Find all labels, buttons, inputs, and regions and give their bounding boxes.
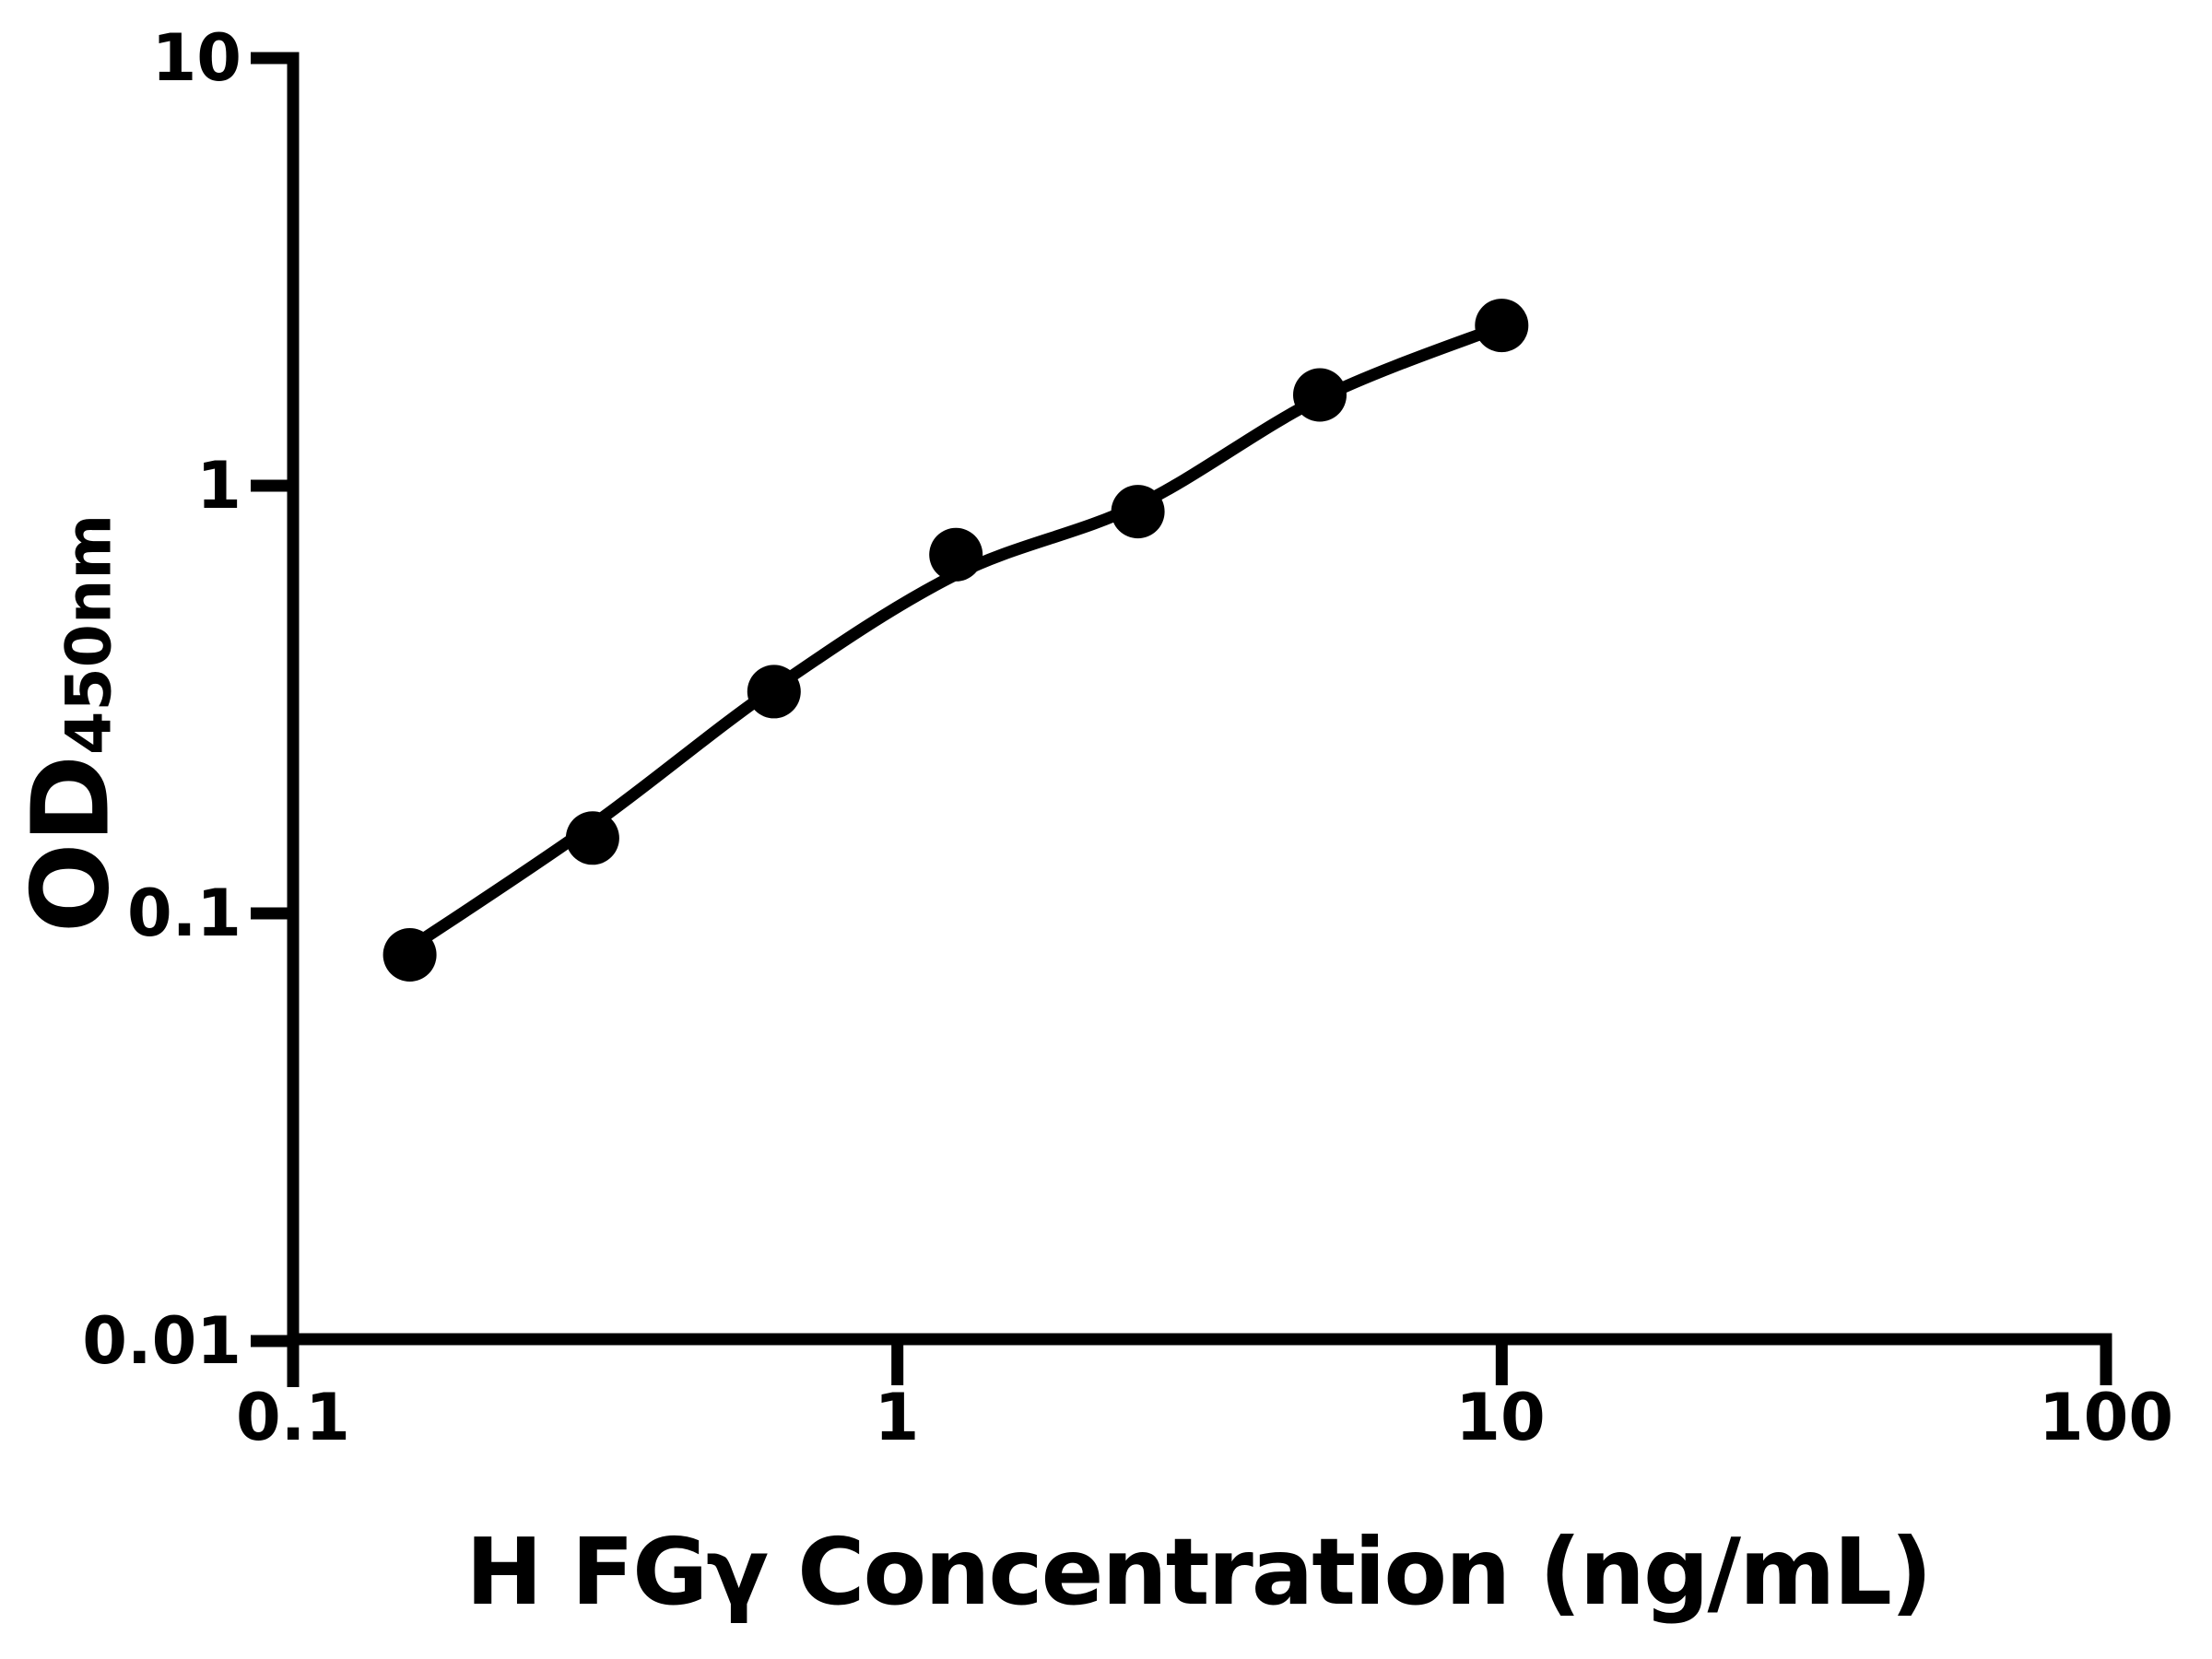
x-tick-label-1: 1 (874, 1380, 920, 1455)
y-tick-label-1: 1 (196, 448, 241, 524)
chart-series-layer (382, 299, 1529, 982)
x-axis-title: H FGγ Concentration (ng/mL) (465, 1518, 1932, 1626)
y-tick-label-0.1: 0.1 (126, 876, 241, 951)
data-point (747, 665, 801, 719)
data-point (929, 527, 983, 582)
y-axis-title-subscript: 450nm (53, 513, 126, 755)
data-point (565, 811, 619, 865)
data-point (1111, 485, 1165, 539)
x-tick-label-100: 100 (2038, 1380, 2174, 1455)
axis-tick-marks (251, 52, 2112, 1385)
data-point (1293, 368, 1347, 422)
x-tick-label-0.1: 0.1 (235, 1380, 351, 1455)
x-tick-label-10: 10 (1455, 1380, 1546, 1455)
y-axis-title: OD450nm (10, 513, 134, 933)
y-axis-title-main: OD (9, 754, 134, 934)
y-tick-label-0.01: 0.01 (82, 1303, 241, 1379)
y-tick-label-10: 10 (151, 20, 241, 96)
data-point (1475, 299, 1529, 353)
data-point (382, 928, 437, 982)
